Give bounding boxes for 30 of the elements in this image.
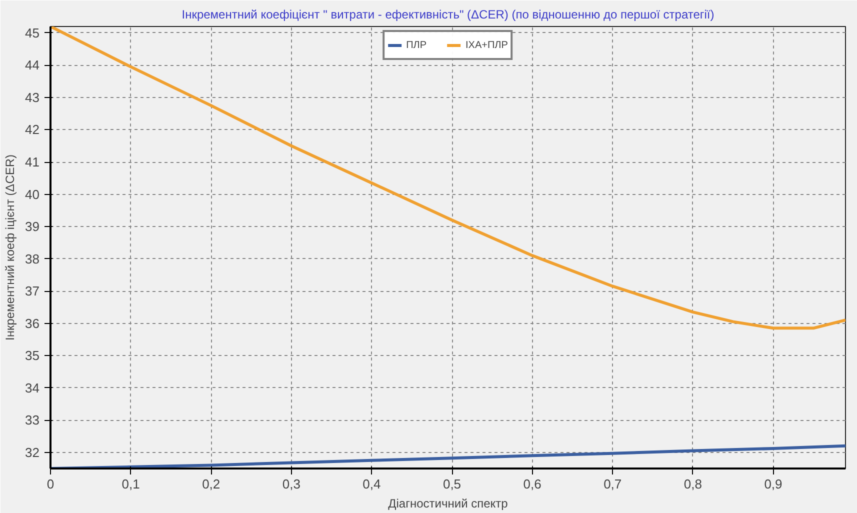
x-tick-label: 0,7	[604, 476, 622, 492]
y-tick-label: 40	[25, 186, 40, 202]
y-tick-label: 38	[25, 251, 40, 266]
x-tick-label: 0,5	[442, 476, 462, 492]
y-tick-label: 42	[25, 122, 40, 138]
x-tick-label: 0,9	[764, 476, 782, 492]
line-series	[50, 26, 846, 330]
x-tick-label: 0,2	[202, 476, 220, 492]
chart-title: Інкрементний коефіцієнт " витрати - ефективність" (ΔCER) (по відношенню до першої стратегії)	[182, 8, 714, 22]
x-tick-label: 0,1	[122, 476, 140, 492]
x-axis-title: Діагностичний спектр	[388, 496, 508, 510]
y-tick-label: 44	[25, 58, 40, 73]
y-tick-label: 45	[25, 25, 40, 40]
y-tick-label: 35	[25, 348, 40, 364]
y-tick-label: 33	[25, 412, 40, 428]
x-tick-label: 0	[46, 476, 54, 492]
y-tick-label: 41	[25, 154, 40, 170]
y-tick-label: 39	[25, 219, 40, 234]
y-tick-label: 37	[25, 284, 40, 299]
y-tick-label: 43	[25, 90, 40, 105]
x-tick-label: 0,3	[282, 476, 300, 492]
x-tick-label: 0,6	[523, 476, 542, 492]
x-tick-label: 0,8	[684, 476, 702, 492]
x-tick-label: 0,4	[362, 476, 381, 492]
y-axis-title: Інкрементний коеф іцієнт (ΔCER)	[3, 154, 18, 341]
y-tick-label: 36	[25, 316, 40, 331]
legend-label: ІХА+ПЛР	[466, 40, 508, 50]
legend-label: ПЛР	[406, 40, 427, 50]
y-tick-label: 32	[25, 444, 40, 460]
y-tick-label: 34	[25, 380, 40, 396]
